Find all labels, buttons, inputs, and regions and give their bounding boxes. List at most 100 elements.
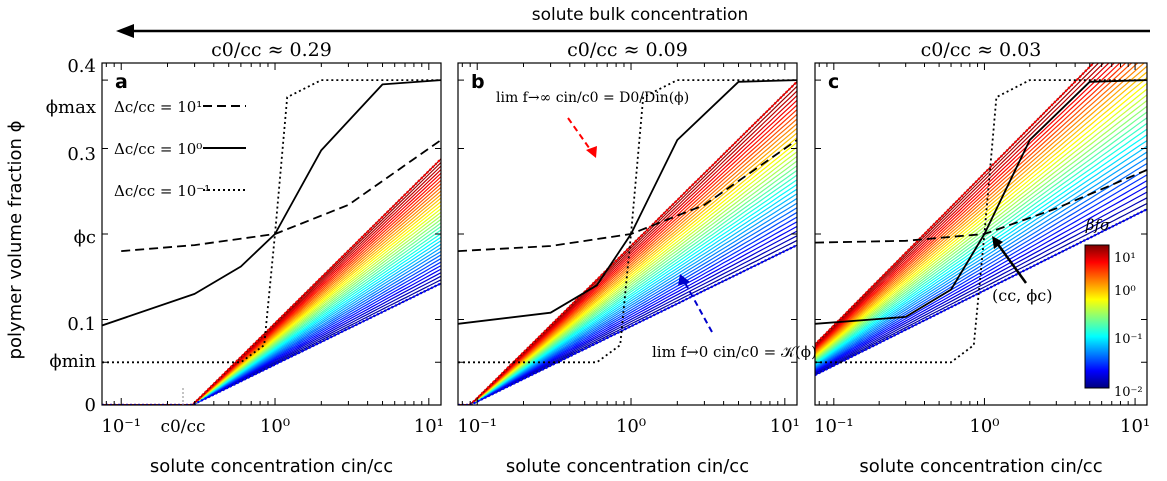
family-curve <box>102 208 441 405</box>
series-dotted <box>815 79 1147 364</box>
envelope-curve <box>458 244 797 405</box>
panel-c: 10⁻¹ 10⁰ 10¹ solute concentration cin/cc c0/… <box>814 39 1150 477</box>
y-tick-0: 0 <box>85 395 96 416</box>
family-curve <box>815 100 1147 359</box>
family-curve <box>815 202 1147 375</box>
panel-title: c0/cc ≈ 0.29 <box>211 39 332 61</box>
envelope-curve <box>815 63 1096 346</box>
family-curve <box>102 261 441 405</box>
family-curve <box>815 71 1147 355</box>
family-curve <box>815 94 1147 359</box>
y-tick-03: 0.3 <box>67 144 96 165</box>
family-curve <box>102 236 441 405</box>
point-arrow <box>992 236 1028 284</box>
colorbar-tick-m1: 10⁻¹ <box>1114 332 1143 347</box>
family-curve <box>102 183 441 405</box>
family-curve <box>102 186 441 405</box>
panel-letter: c <box>828 71 839 93</box>
x-axis-label: solute concentration cin/cc <box>150 456 393 477</box>
series-solid <box>458 79 797 325</box>
colorbar-tick-m2: 10⁻² <box>1114 385 1143 400</box>
family-curve <box>102 190 441 405</box>
family-curve <box>102 229 441 405</box>
family-curve <box>102 194 441 405</box>
bulk-concentration-arrow <box>116 24 1150 38</box>
family-curve <box>102 165 441 405</box>
family-curve <box>815 128 1147 364</box>
series-solid <box>102 79 441 327</box>
y-tick-phimin: ϕmin <box>49 351 96 372</box>
y-tick-01: 0.1 <box>67 314 96 335</box>
family-curve <box>815 63 1121 350</box>
family-curve <box>102 197 441 405</box>
colorbar-title: βfσ <box>1085 216 1111 234</box>
family-curve <box>815 63 1105 347</box>
x-tick-label: 10⁰ <box>969 416 999 437</box>
family-curve <box>102 275 441 405</box>
family-curve <box>102 222 441 405</box>
x-axis-label: solute concentration cin/cc <box>859 456 1102 477</box>
x-tick-label: 10¹ <box>1120 416 1150 437</box>
x-tick-label: 10⁻¹ <box>457 416 497 437</box>
red-arrow <box>567 117 597 158</box>
family-curve <box>815 174 1147 371</box>
family-curve <box>815 140 1147 366</box>
x-axis-label: solute concentration cin/cc <box>506 456 749 477</box>
family-curve <box>815 63 1116 349</box>
envelope-curve <box>102 158 441 405</box>
family-curve <box>102 226 441 405</box>
family-curve <box>815 122 1147 363</box>
panel-letter: a <box>115 71 128 93</box>
panel-letter: b <box>471 71 485 93</box>
family-curve <box>815 88 1147 358</box>
family-curve <box>102 240 441 405</box>
panel-title: c0/cc ≈ 0.09 <box>567 39 688 61</box>
x-tick-label: 10⁻¹ <box>814 416 854 437</box>
family-curve <box>102 268 441 405</box>
family-curve <box>815 77 1147 356</box>
family-curve <box>815 191 1147 373</box>
family-curve <box>102 211 441 405</box>
envelope-curve <box>102 282 441 405</box>
y-tick-labels: 0.4 ϕmax 0.3 ϕc 0.1 ϕmin 0 <box>46 56 97 416</box>
x-tick-label: 10⁻¹ <box>101 416 141 437</box>
family-curve <box>815 82 1147 357</box>
legend-label-dashed: Δc/cc = 10¹ <box>114 98 202 116</box>
envelope-curve <box>815 208 1147 377</box>
family-curve <box>102 176 441 405</box>
legend: Δc/cc = 10¹ Δc/cc = 10⁰ Δc/cc = 10⁻¹ <box>114 98 246 200</box>
y-tick-phic: ϕc <box>74 227 96 248</box>
arrow-label: solute bulk concentration <box>532 5 749 25</box>
series-dotted <box>458 79 797 364</box>
plot-area-b <box>458 79 797 405</box>
colorbar: βfσ 10¹ 10⁰ 10⁻¹ 10⁻² <box>1084 216 1143 400</box>
family-curve <box>102 201 441 405</box>
colorbar-tick-0: 10⁰ <box>1114 284 1136 299</box>
y-axis-label: polymer volume fraction ϕ <box>5 121 26 360</box>
family-curve <box>815 180 1147 372</box>
plot-area-c <box>815 63 1147 377</box>
family-curve <box>102 250 441 405</box>
family-curve <box>102 257 441 405</box>
family-curve <box>458 221 797 405</box>
x-tick-label: 10¹ <box>414 416 444 437</box>
blue-arrow <box>678 274 713 333</box>
family-curve <box>815 63 1127 351</box>
annotation-limit-zero: lim f→0 cin/c0 = 𝒦(ϕ) <box>652 343 817 361</box>
family-curve <box>102 233 441 405</box>
family-curve <box>815 151 1147 367</box>
c0-tick-label: c0/cc <box>160 417 205 437</box>
y-tick-phimax: ϕmax <box>46 97 96 118</box>
envelope-curve <box>458 80 797 405</box>
family-curve <box>815 63 1110 348</box>
family-curve <box>815 63 1139 352</box>
family-curve <box>815 63 1146 353</box>
family-curve <box>102 172 441 405</box>
y-tick-04: 0.4 <box>67 56 96 77</box>
family-curve <box>102 215 441 405</box>
family-curve <box>102 254 441 405</box>
family-curve <box>102 179 441 405</box>
family-curve <box>815 145 1147 366</box>
family-curve <box>102 265 441 405</box>
